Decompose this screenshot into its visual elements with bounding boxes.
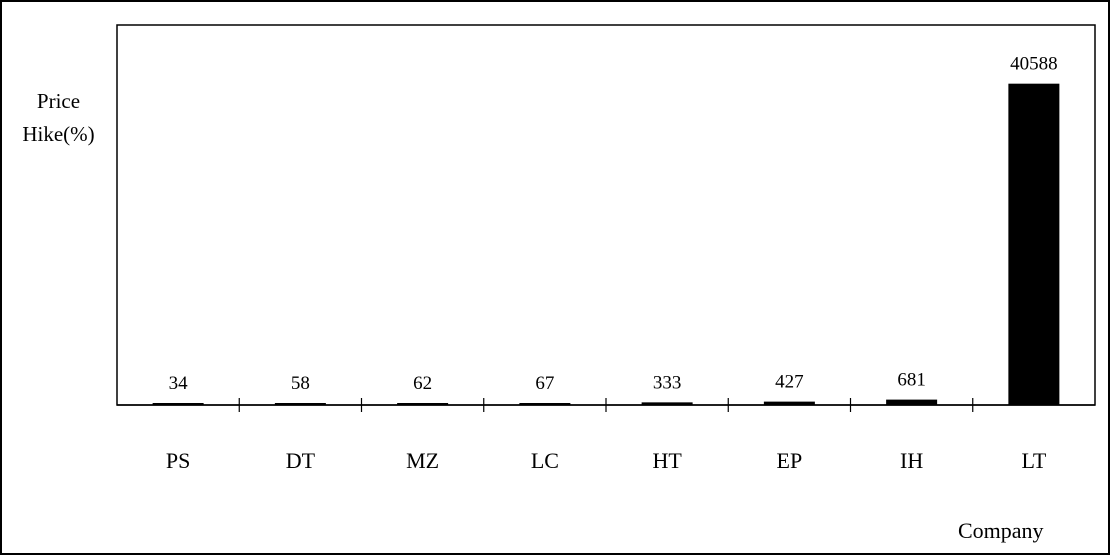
data-label-lc: 67	[535, 373, 554, 394]
x-tick-label-ih: IH	[900, 448, 923, 473]
data-label-ih: 681	[897, 370, 926, 391]
x-tick-label-mz: MZ	[406, 448, 439, 473]
bar-dt	[274, 403, 326, 405]
data-label-ps: 34	[169, 373, 189, 394]
x-tick-label-lc: LC	[531, 448, 559, 473]
x-tick-label-lt: LT	[1021, 448, 1046, 473]
plot-area-border	[116, 24, 1096, 406]
x-tick-label-ps: PS	[166, 448, 190, 473]
y-axis-label-line-1: Price	[36, 89, 81, 113]
bar-ht	[641, 402, 693, 405]
x-tick-label-ep: EP	[777, 448, 803, 473]
bar-ep	[763, 401, 815, 405]
x-axis-label: Company	[958, 518, 1044, 543]
bar-lt	[1008, 83, 1060, 405]
data-label-ht: 333	[653, 372, 682, 393]
data-label-ep: 427	[775, 372, 804, 393]
data-label-lt: 40588	[1010, 54, 1058, 75]
bar-lc	[519, 403, 571, 405]
y-axis-label-line-2: Hike(%)	[22, 122, 95, 146]
x-tick-label-dt: DT	[286, 448, 316, 473]
bar-ps	[152, 403, 204, 405]
x-tick-label-ht: HT	[652, 448, 682, 473]
bar-mz	[397, 403, 449, 405]
data-label-mz: 62	[413, 373, 432, 394]
data-label-dt: 58	[291, 373, 310, 394]
bar-ih	[886, 399, 938, 405]
